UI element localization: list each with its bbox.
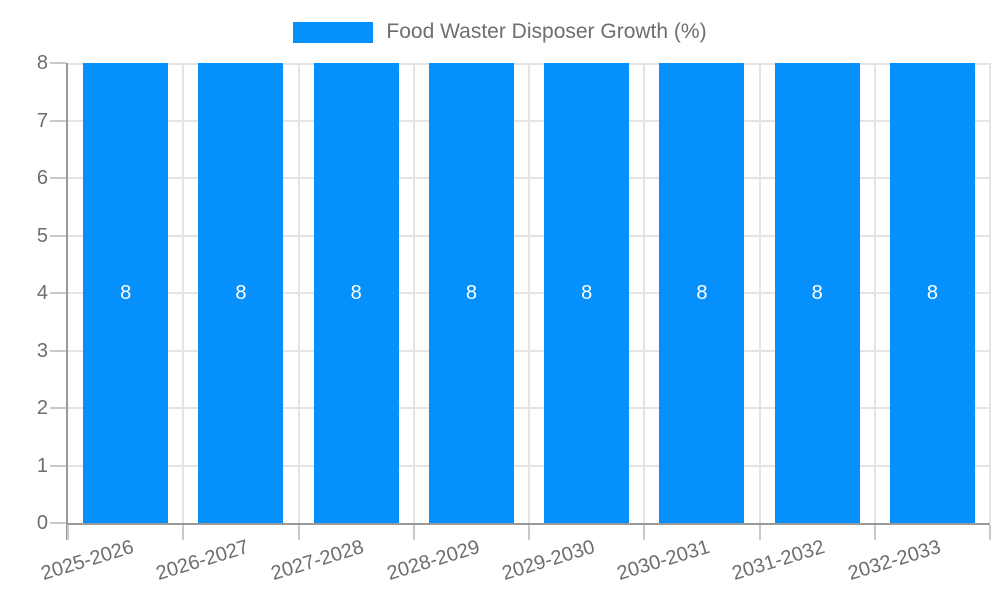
y-axis-tick bbox=[50, 292, 66, 294]
gridline-vertical bbox=[412, 63, 415, 523]
bar[interactable]: 8 bbox=[659, 63, 745, 523]
x-axis-tick bbox=[297, 525, 300, 540]
plot-area: 8 8 8 8 8 8 8 8 0 1 2 3 4 5 6 7 8 2025-2026 2026-2027 2027… bbox=[37, 52, 991, 585]
y-axis-tick bbox=[50, 522, 66, 524]
gridline-vertical bbox=[297, 63, 300, 523]
bar-value-label: 8 bbox=[120, 281, 132, 304]
gridline-vertical bbox=[873, 63, 876, 523]
x-axis-label: 2032-2033 bbox=[845, 535, 944, 585]
x-axis-label: 2027-2028 bbox=[268, 535, 367, 585]
x-axis-label: 2028-2029 bbox=[384, 535, 483, 585]
bar-value-label: 8 bbox=[811, 281, 823, 304]
bar[interactable]: 8 bbox=[544, 63, 630, 523]
x-axis-tick bbox=[643, 525, 646, 540]
y-axis-tick bbox=[50, 62, 66, 64]
bar-value-label: 8 bbox=[465, 281, 477, 304]
x-axis-tick bbox=[873, 525, 876, 540]
x-axis-tick bbox=[528, 525, 530, 540]
x-axis-label: 2029-2030 bbox=[499, 535, 598, 585]
bar-value-label: 8 bbox=[350, 281, 362, 304]
x-axis-line bbox=[66, 523, 990, 525]
y-axis-label: 8 bbox=[36, 52, 48, 74]
gridline-vertical bbox=[528, 63, 530, 523]
bar-value-label: 8 bbox=[696, 281, 708, 304]
y-axis-tick bbox=[50, 177, 66, 179]
y-axis-label: 0 bbox=[36, 512, 48, 534]
legend[interactable]: Food Waster Disposer Growth (%) bbox=[0, 20, 1000, 44]
gridline-vertical bbox=[758, 63, 761, 523]
x-axis-tick bbox=[67, 525, 69, 540]
x-axis-tick bbox=[182, 525, 185, 540]
bar[interactable]: 8 bbox=[774, 63, 860, 523]
x-axis-label: 2025-2026 bbox=[38, 535, 137, 585]
y-axis-label: 1 bbox=[36, 454, 48, 477]
gridline-vertical bbox=[989, 63, 991, 523]
y-axis-line bbox=[66, 63, 68, 540]
gridline-vertical bbox=[643, 63, 646, 523]
x-axis-tick bbox=[412, 525, 415, 540]
y-axis-tick bbox=[50, 349, 66, 352]
bar[interactable]: 8 bbox=[428, 63, 514, 523]
x-axis-tick bbox=[758, 525, 761, 540]
x-axis-label: 2026-2027 bbox=[153, 535, 252, 585]
y-axis-tick bbox=[50, 234, 66, 237]
y-axis-label: 3 bbox=[36, 339, 48, 362]
bar[interactable]: 8 bbox=[889, 63, 975, 523]
x-axis-tick bbox=[989, 525, 991, 540]
y-axis-label: 5 bbox=[36, 224, 48, 247]
y-axis-label: 4 bbox=[36, 282, 48, 304]
y-axis-tick bbox=[50, 119, 66, 122]
gridline-vertical bbox=[182, 63, 185, 523]
bar-value-label: 8 bbox=[926, 281, 938, 304]
x-axis-label: 2030-2031 bbox=[614, 535, 713, 585]
bar-value-label: 8 bbox=[581, 281, 593, 304]
x-axis-label: 2031-2032 bbox=[729, 535, 828, 585]
bar[interactable]: 8 bbox=[313, 63, 399, 523]
bar[interactable]: 8 bbox=[83, 63, 169, 523]
legend-label: Food Waster Disposer Growth (%) bbox=[386, 20, 707, 43]
legend-swatch bbox=[293, 21, 374, 43]
bar-value-label: 8 bbox=[235, 281, 247, 304]
y-axis-label: 6 bbox=[36, 167, 48, 189]
y-axis-tick bbox=[50, 464, 66, 467]
y-axis-label: 2 bbox=[36, 397, 48, 419]
y-axis-tick bbox=[50, 407, 66, 409]
bar[interactable]: 8 bbox=[198, 63, 284, 523]
y-axis-label: 7 bbox=[36, 109, 48, 132]
